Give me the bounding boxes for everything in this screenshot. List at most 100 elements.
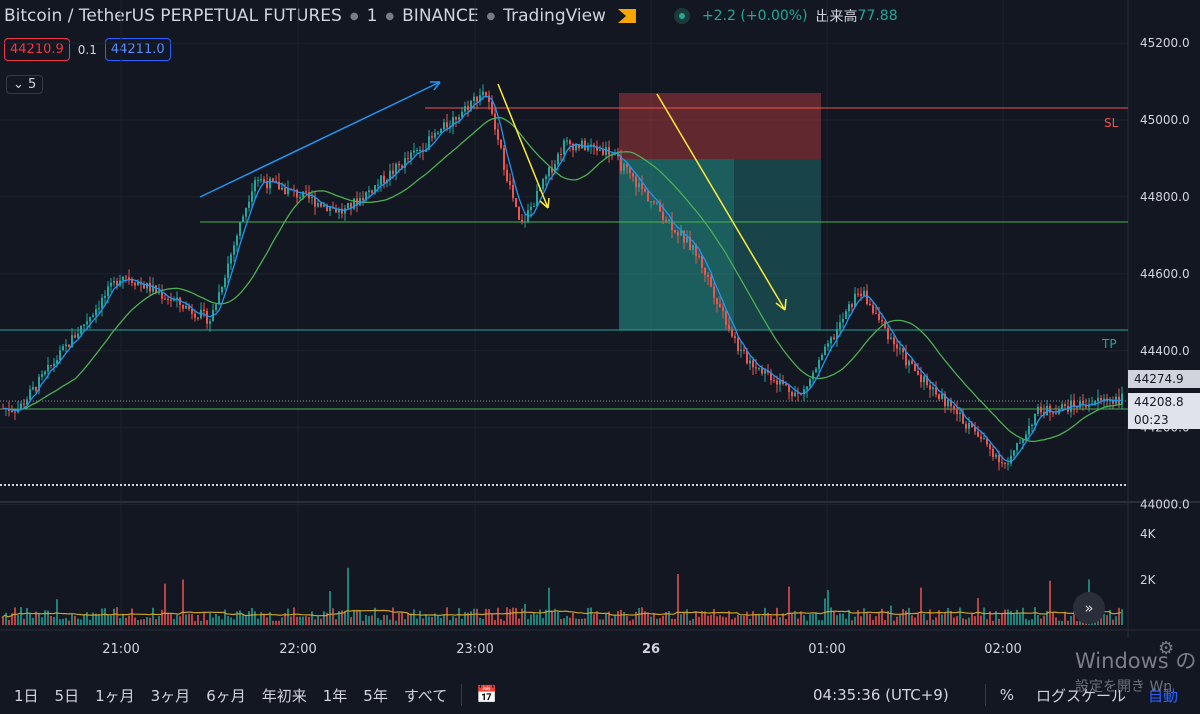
volume-bar	[80, 619, 82, 625]
candle-body	[299, 197, 301, 199]
auto-scale-toggle[interactable]: 自動	[1147, 686, 1178, 705]
candle-body	[218, 292, 220, 305]
candle-body	[632, 172, 634, 177]
candle-body	[911, 360, 913, 364]
candle-body	[617, 153, 619, 157]
volume-bar	[314, 619, 316, 625]
range-button-7[interactable]: 5年	[363, 686, 388, 705]
time-axis[interactable]: 21:00 22:00 23:00 26 01:00 02:00	[102, 642, 1021, 657]
trend-arrow-line-yellow-1	[497, 83, 549, 209]
volume-bar	[935, 617, 937, 625]
volume-bar	[467, 612, 469, 625]
candle-body	[671, 219, 673, 231]
volume-bar	[443, 614, 445, 625]
flag-icon[interactable]	[617, 9, 636, 23]
volume-bar	[242, 614, 244, 625]
volume-bar	[131, 608, 133, 625]
candle-body	[599, 149, 601, 151]
volume-bar	[89, 619, 91, 625]
percent-toggle[interactable]: %	[999, 686, 1014, 704]
range-button-0[interactable]: 1日	[14, 686, 39, 705]
clock-display[interactable]: 04:35:36 (UTC+9)	[813, 686, 949, 704]
volume-bar	[545, 609, 547, 625]
range-button-8[interactable]: すべて	[403, 686, 448, 705]
candle-body	[374, 185, 376, 193]
candle-body	[530, 206, 532, 211]
volume-bar	[1073, 610, 1075, 625]
range-button-1[interactable]: 5日	[54, 686, 80, 705]
volume-bar	[464, 611, 466, 625]
candle-body	[23, 403, 25, 405]
volume-bar	[50, 615, 52, 625]
candle-body	[221, 287, 223, 293]
candle-body	[914, 363, 916, 371]
volume-tick-label: 4K	[1140, 527, 1157, 541]
candle-body	[476, 96, 478, 102]
candle-body	[797, 392, 799, 394]
buy-button[interactable]: 44211.0	[104, 38, 171, 61]
volume-bar	[704, 611, 706, 625]
volume-bar	[476, 608, 478, 625]
platform-label: TradingView	[503, 6, 606, 26]
candle-body	[1004, 463, 1006, 465]
candle-body	[851, 304, 853, 307]
volume-bar	[338, 611, 340, 625]
volume-bar	[665, 612, 667, 625]
volume-bar	[722, 616, 724, 625]
range-button-5[interactable]: 年初来	[261, 686, 307, 705]
candle-body	[509, 181, 511, 186]
volume-bar	[977, 598, 979, 625]
volume-bar	[368, 616, 370, 625]
volume-bar	[152, 607, 154, 625]
candle-body	[1049, 405, 1051, 413]
volume-bar	[830, 607, 832, 625]
price-chart[interactable]: SL TP 45200.0 45000.0 44800.0 44600.0 44400.…	[0, 0, 1200, 676]
candle-body	[536, 190, 538, 207]
volume-bar	[182, 579, 184, 625]
log-scale-toggle[interactable]: ログスケール	[1035, 686, 1126, 705]
candle-body	[1109, 400, 1111, 402]
candle-body	[683, 230, 685, 243]
candle-body	[878, 313, 880, 320]
volume-bar	[593, 614, 595, 625]
range-button-4[interactable]: 6ヶ月	[206, 686, 246, 705]
volume-bar	[320, 618, 322, 625]
volume-bar	[434, 613, 436, 625]
candle-body	[92, 315, 94, 318]
volume-bar	[731, 619, 733, 625]
indicators-toggle[interactable]: ⌄ 5	[6, 75, 44, 94]
candle-body	[524, 221, 526, 223]
candle-body	[431, 136, 433, 138]
range-button-2[interactable]: 1ヶ月	[95, 686, 135, 705]
volume-bar	[14, 607, 16, 625]
candle-body	[866, 290, 868, 305]
volume-bar	[65, 617, 67, 625]
range-button-3[interactable]: 3ヶ月	[150, 686, 191, 705]
candle-body	[845, 311, 847, 319]
volume-bar	[284, 613, 286, 625]
candle-body	[143, 284, 145, 289]
volume-bar	[260, 612, 262, 625]
volume-bar	[362, 620, 364, 625]
candle-body	[227, 263, 229, 278]
candle-body	[758, 368, 760, 370]
date-range-icon[interactable]: 📅	[476, 685, 498, 705]
volume-bar	[347, 567, 349, 625]
volume-bar	[761, 616, 763, 625]
volume-bar	[860, 616, 862, 625]
volume-bar	[524, 604, 526, 625]
candle-body	[350, 202, 352, 209]
volume-bar	[1076, 620, 1078, 625]
scroll-to-realtime-button[interactable]: »	[1073, 592, 1105, 624]
symbol-title[interactable]: Bitcoin / TetherUS PERPETUAL FUTURES	[4, 6, 342, 26]
candle-body	[167, 298, 169, 300]
candle-body	[506, 169, 508, 182]
sell-button[interactable]: 44210.9	[4, 38, 70, 61]
volume-bar	[641, 607, 643, 625]
range-button-6[interactable]: 1年	[322, 686, 348, 705]
candle-body	[281, 187, 283, 190]
interval-label[interactable]: 1	[366, 6, 378, 26]
volume-bar	[413, 609, 415, 625]
price-axis[interactable]: 45200.045000.044800.044600.044400.044200…	[1140, 36, 1190, 512]
gear-icon[interactable]: ⚙	[1158, 638, 1175, 659]
